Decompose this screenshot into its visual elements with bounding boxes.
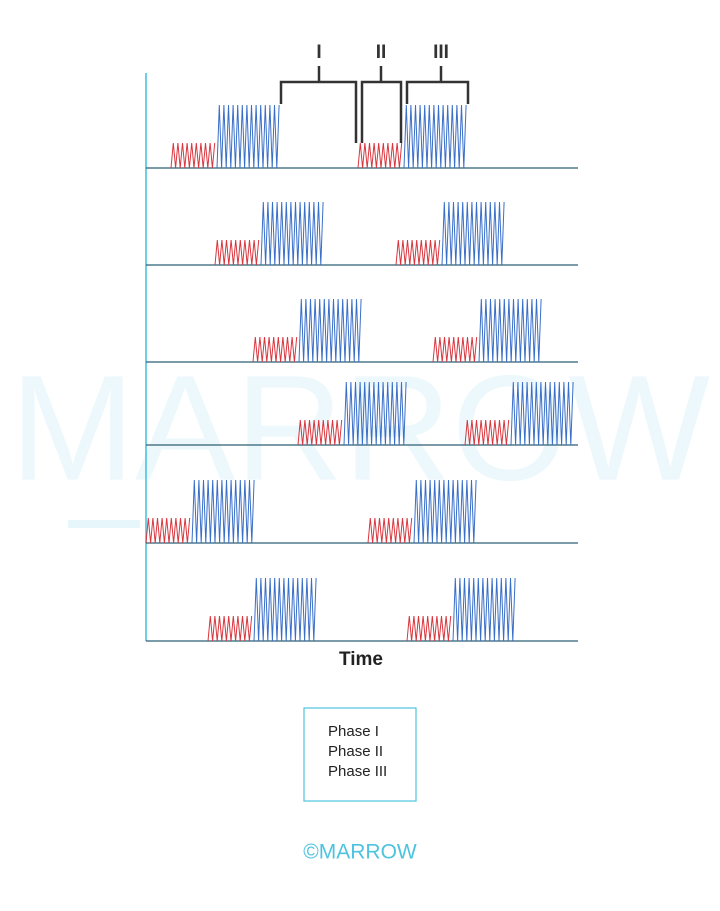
phase-two-activity: [464, 419, 510, 446]
phase-three-activity: [478, 298, 542, 363]
phase-label: I: [316, 42, 321, 63]
phase-two-activity: [145, 517, 191, 544]
phase-two-activity: [207, 615, 253, 642]
phase-two-activity: [406, 615, 452, 642]
phase-two-activity: [297, 419, 343, 446]
phase-three-activity: [253, 577, 317, 642]
phase-two-activity: [170, 142, 216, 169]
phase-three-activity: [216, 104, 280, 169]
legend-entry: Phase II: [328, 743, 383, 760]
phase-two-activity: [432, 336, 478, 363]
phase-three-activity: [298, 298, 362, 363]
phase-label: III: [433, 42, 449, 63]
phase-three-activity: [413, 479, 477, 544]
phase-three-activity: [452, 577, 516, 642]
phase-two-activity: [367, 517, 413, 544]
phase-two-activity: [214, 239, 260, 266]
phase-two-activity: [395, 239, 441, 266]
phase-three-activity: [510, 381, 574, 446]
phase-three-activity: [191, 479, 255, 544]
legend-box: [303, 707, 417, 802]
watermark: MARROW: [10, 344, 710, 512]
phase-brackets: [279, 66, 470, 143]
phase-three-activity: [403, 104, 467, 169]
phase-two-activity: [252, 336, 298, 363]
legend-entry: Phase I: [328, 723, 379, 740]
legend-entry: Phase III: [328, 763, 387, 780]
footer: ©MARROW: [303, 841, 417, 864]
phase-two-activity: [357, 142, 403, 169]
phase-label: II: [376, 42, 387, 63]
phase-three-activity: [441, 201, 505, 266]
phase-three-activity: [343, 381, 407, 446]
phase-three-activity: [260, 201, 324, 266]
axis-label: Time: [339, 649, 383, 670]
